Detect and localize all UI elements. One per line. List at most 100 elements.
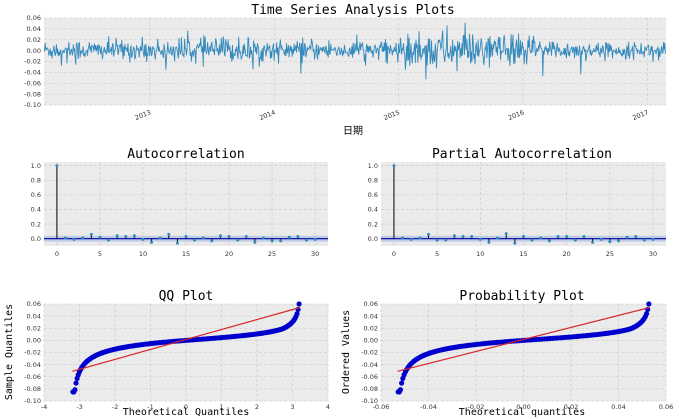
probability-plot-reference-line [397,307,650,372]
probability-plot-title: Probability Plot [459,289,584,304]
acf-x-ticks: 0 5 10 15 20 25 30 [55,250,319,258]
acf-y-tick-label: 0.0 [31,235,41,243]
time-series-x-label: 日期 [343,125,363,137]
pacf-x-tick-label: 0 [392,250,396,258]
qq-y-ticks: 0.06 0.04 0.02 0.00 -0.02 -0.04 -0.06 -0.08 -0.1… [24,300,41,405]
pacf-x-tick-label: 20 [563,250,571,258]
qq-points [70,301,302,395]
acf-marker [89,232,93,236]
time-series-grid [44,17,666,106]
acf-marker [313,237,317,241]
qq-panel: QQ Plot 0.06 0.04 0.02 0.00 -0.02 -0.04 -0.06 -… [4,289,330,418]
acf-marker [279,239,283,243]
pacf-marker [556,235,560,239]
qq-y-tick-label: -0.02 [24,349,41,357]
time-series-y-tick-label: 0.02 [27,36,41,44]
probability-plot-y-label: Ordered Values [341,310,352,394]
pacf-marker [634,235,638,239]
pacf-marker [461,235,465,239]
acf-marker [132,234,136,238]
acf-marker [141,237,145,241]
acf-marker [150,240,154,244]
qq-x-tick-label: 3 [290,403,294,411]
qq-x-tick-label: 1 [219,403,223,411]
probability-plot-y-ticks: 0.06 0.04 0.02 0.00 -0.02 -0.04 -0.06 -0.08 -0.1… [361,300,378,405]
qq-y-tick-label: 0.04 [27,312,41,320]
qq-y-tick-label: -0.04 [24,361,41,369]
pacf-y-tick-label: 0.4 [368,206,378,214]
acf-x-tick-label: 0 [55,250,59,258]
pacf-marker [573,238,577,242]
pacf-x-tick-label: 30 [649,250,657,258]
qq-x-tick-label: -1 [147,403,153,411]
time-series-x-tick-label: 2015 [383,108,401,122]
acf-marker [193,238,197,242]
pacf-marker [617,239,620,243]
pacf-x-tick-label: 5 [435,250,439,258]
pacf-marker [496,236,500,240]
pacf-marker [547,239,551,243]
qq-y-tick-label: 0.02 [27,324,41,332]
acf-marker [218,234,222,238]
time-series-y-tick-label: -0.04 [24,69,41,77]
pp-point [399,380,405,386]
acf-stems [55,164,317,245]
time-series-y-tick-label: -0.10 [24,101,41,109]
pacf-y-tick-label: 0.2 [368,220,378,228]
time-series-x-tick-label: 2013 [134,108,152,122]
pacf-marker [651,237,655,241]
time-series-y-tick-label: 0.00 [27,47,41,55]
acf-x-tick-label: 10 [139,250,147,258]
pacf-marker [599,237,603,241]
qq-x-label: Theoretical Quantiles [123,407,249,418]
acf-marker [236,238,240,242]
qq-x-tick-label: 0 [184,403,188,411]
time-series-x-ticks: 2013 2014 2015 2016 2017 [134,108,650,122]
pacf-marker [530,238,534,242]
qq-point [296,301,302,307]
pacf-x-tick-label: 15 [519,250,527,258]
pp-y-tick-label: -0.08 [361,385,378,393]
pp-y-tick-label: -0.10 [361,397,378,405]
pp-x-tick-label: -0.02 [468,403,485,411]
acf-y-tick-label: 1.0 [31,162,41,170]
pacf-marker [427,232,430,236]
qq-x-ticks: -4 -3 -2 -1 0 1 2 3 4 [41,403,330,411]
time-series-panel: Time Series Analysis Plots 0.060.040.020… [24,3,666,137]
probability-plot-panel: Probability Plot 0.060.040.020.00-0.02-0… [341,289,673,418]
acf-marker [244,235,248,239]
qq-y-tick-label: 0.06 [27,300,41,308]
acf-marker [296,235,300,239]
pacf-marker [444,238,448,242]
acf-x-tick-label: 15 [182,250,190,258]
probability-plot-x-label: Theoretical quantiles [459,407,585,418]
qq-point [72,387,78,393]
acf-marker [158,236,162,240]
acf-marker [304,238,308,242]
qq-y-label: Sample Quantiles [4,304,15,400]
acf-title: Autocorrelation [127,147,244,162]
pacf-marker [642,238,646,242]
acf-marker [55,164,59,168]
time-series-title: Time Series Analysis Plots [251,3,455,18]
pacf-marker [478,237,482,241]
acf-marker [253,240,257,244]
time-series-y-tick-label: 0.04 [27,25,41,33]
qq-x-tick-label: 4 [326,403,330,411]
time-series-line [43,22,666,80]
time-series-x-tick-label: 2017 [631,108,649,122]
acf-marker [72,237,76,241]
pacf-stems [392,164,655,245]
pacf-marker [418,236,422,240]
qq-reference-line [72,307,300,372]
pacf-title: Partial Autocorrelation [432,147,612,162]
pacf-marker [591,240,595,244]
acf-y-tick-label: 0.2 [31,220,41,228]
acf-marker [107,238,111,242]
pacf-marker [452,234,456,238]
pacf-marker [565,235,569,239]
pp-y-tick-label: -0.02 [361,349,378,357]
acf-marker [98,235,102,239]
acf-y-tick-label: 0.6 [31,191,41,199]
